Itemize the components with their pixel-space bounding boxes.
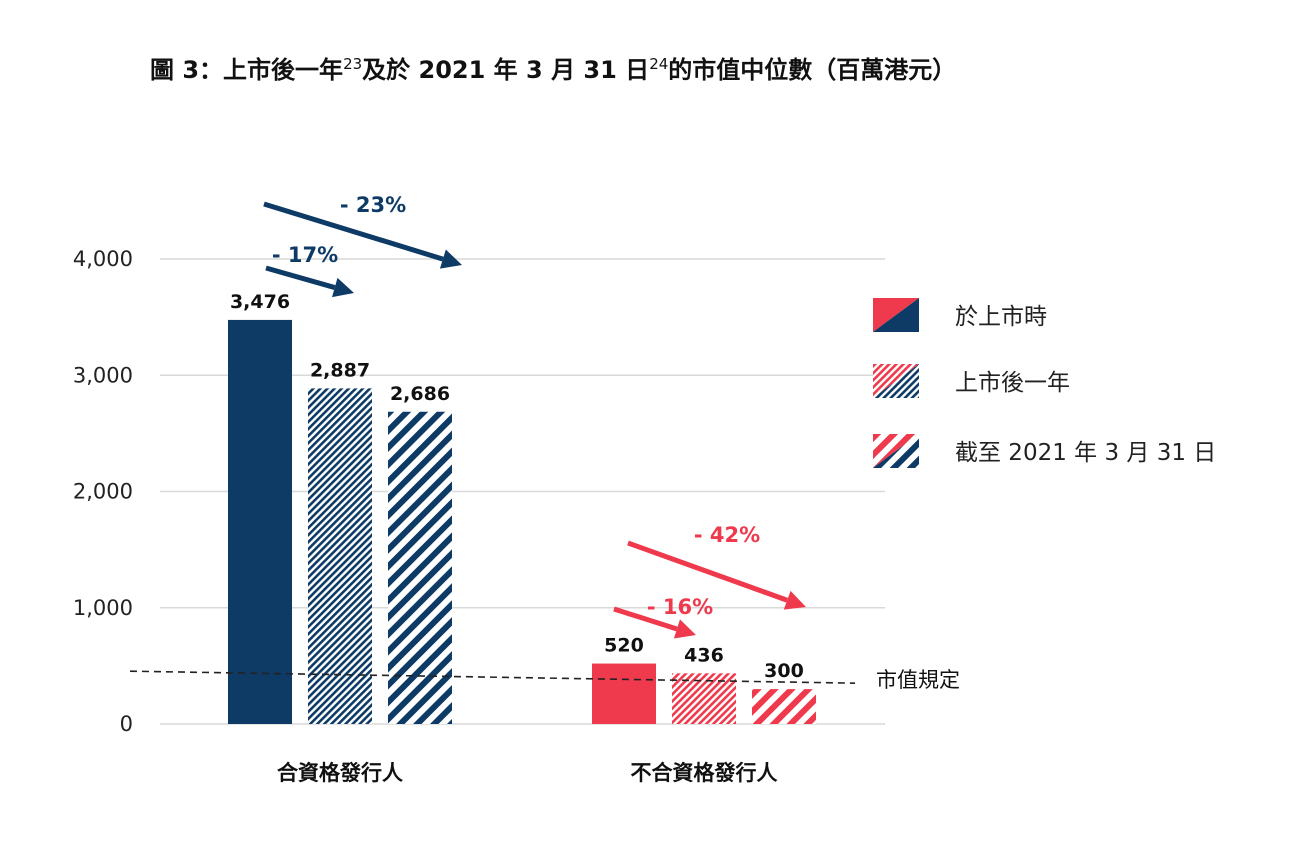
legend-swatch-navy [873, 298, 919, 332]
change-arrow [613, 606, 696, 639]
change-arrow [263, 201, 462, 269]
bar [592, 663, 656, 724]
data-label: 520 [604, 635, 644, 657]
bar [308, 388, 372, 724]
arrow-head [673, 619, 696, 639]
y-tick-label: 3,000 [73, 363, 133, 387]
y-tick-label: 0 [120, 712, 133, 736]
category-label: 不合資格發行人 [631, 761, 778, 785]
arrow-shaft [613, 606, 678, 632]
change-arrows: - 23% - 17% - 42% - 16% [263, 193, 806, 639]
change-percent-label: - 16% [647, 595, 713, 619]
title-superscript-2: 24 [649, 55, 669, 73]
change-arrow [627, 540, 806, 610]
change-percent-label: - 42% [694, 523, 760, 547]
change-arrow [265, 265, 354, 298]
legend-label: 上市後一年 [955, 370, 1070, 396]
y-tick-label: 2,000 [73, 480, 133, 504]
title-superscript-1: 23 [343, 55, 363, 73]
data-label: 2,686 [390, 383, 450, 405]
data-label: 2,887 [310, 359, 370, 381]
reference-line-group: 市值規定 [129, 668, 960, 692]
bar [228, 319, 292, 724]
arrow-shaft [627, 540, 789, 603]
labels: 3,476 520 2,887 436 2,686 300 合資格發行人 不合資格發行人 [230, 291, 804, 785]
reference-line [129, 670, 856, 684]
y-tick-label: 1,000 [73, 596, 133, 620]
arrow-head [332, 277, 354, 298]
reference-line-label: 市值規定 [876, 668, 960, 692]
data-label: 436 [684, 644, 724, 666]
data-label: 3,476 [230, 291, 290, 313]
arrow-head [439, 249, 462, 269]
change-percent-label: - 23% [340, 193, 406, 217]
bar [752, 689, 816, 724]
legend-label: 截至 2021 年 3 月 31 日 [955, 440, 1216, 466]
chart-title: 圖 3：上市後一年23及於 2021 年 3 月 31 日24的市值中位數（百萬… [150, 50, 956, 85]
bar [672, 673, 736, 724]
bar [388, 411, 452, 724]
change-percent-label: - 17% [272, 243, 338, 267]
y-tick-label: 4,000 [73, 247, 133, 271]
legend-label: 於上市時 [955, 304, 1047, 330]
data-label: 300 [764, 660, 804, 682]
title-text-3: 的市值中位數（百萬港元） [668, 56, 957, 84]
title-text-2: 及於 2021 年 3 月 31 日 [362, 56, 650, 84]
arrow-shaft [263, 201, 444, 262]
title-text-1: 圖 3：上市後一年 [150, 56, 344, 84]
arrow-head [783, 590, 806, 610]
arrow-shaft [265, 265, 336, 290]
category-label: 合資格發行人 [277, 761, 403, 785]
bars [228, 319, 816, 724]
